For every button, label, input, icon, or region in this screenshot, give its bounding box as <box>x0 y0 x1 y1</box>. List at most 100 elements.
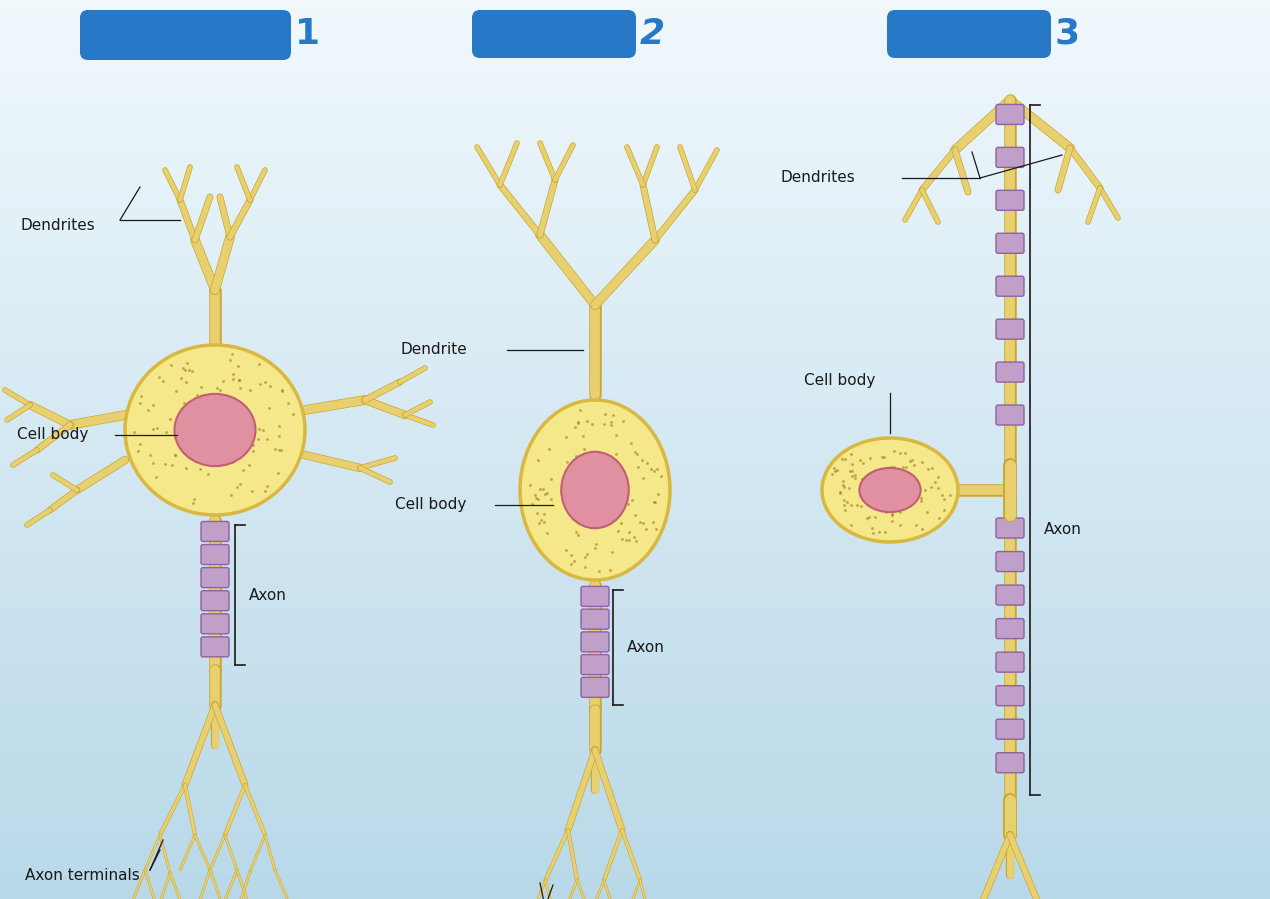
Bar <box>0 344 1270 353</box>
FancyBboxPatch shape <box>996 752 1024 773</box>
Bar <box>0 367 1270 376</box>
FancyBboxPatch shape <box>996 405 1024 425</box>
Bar <box>0 315 1270 323</box>
Text: Axon: Axon <box>627 640 665 655</box>
FancyBboxPatch shape <box>996 233 1024 254</box>
Bar <box>0 434 1270 443</box>
Bar <box>0 861 1270 870</box>
Bar <box>0 22 1270 31</box>
Bar <box>0 442 1270 450</box>
Bar <box>0 135 1270 143</box>
Bar <box>0 667 1270 675</box>
Bar <box>0 524 1270 533</box>
Bar <box>0 592 1270 601</box>
Text: Dendrites: Dendrites <box>20 218 95 233</box>
Bar <box>0 263 1270 271</box>
Bar <box>0 645 1270 653</box>
Bar <box>0 67 1270 76</box>
Bar <box>0 285 1270 293</box>
Bar <box>0 764 1270 772</box>
Bar <box>0 622 1270 630</box>
Bar <box>0 839 1270 848</box>
Text: Axon: Axon <box>249 588 287 602</box>
Bar <box>0 636 1270 645</box>
FancyBboxPatch shape <box>580 610 610 629</box>
FancyBboxPatch shape <box>201 591 229 610</box>
Bar <box>0 90 1270 98</box>
FancyBboxPatch shape <box>80 10 291 60</box>
Bar <box>0 749 1270 758</box>
Bar <box>0 157 1270 165</box>
Bar <box>0 465 1270 473</box>
Bar <box>0 479 1270 488</box>
Bar <box>0 180 1270 188</box>
FancyBboxPatch shape <box>996 552 1024 572</box>
Bar <box>0 502 1270 511</box>
Bar <box>0 45 1270 53</box>
FancyBboxPatch shape <box>580 586 610 607</box>
Bar <box>0 510 1270 518</box>
Bar <box>0 330 1270 338</box>
Text: Cell body: Cell body <box>17 428 89 442</box>
Bar <box>0 517 1270 525</box>
Bar <box>0 816 1270 825</box>
Bar <box>0 607 1270 615</box>
Text: 1: 1 <box>295 17 320 51</box>
Bar <box>0 877 1270 885</box>
Bar <box>0 254 1270 263</box>
Bar <box>0 457 1270 466</box>
Bar <box>0 614 1270 623</box>
Bar <box>0 277 1270 286</box>
Bar <box>0 307 1270 316</box>
Bar <box>0 802 1270 810</box>
Bar <box>0 532 1270 540</box>
Bar <box>0 600 1270 608</box>
FancyBboxPatch shape <box>201 567 229 588</box>
Bar <box>0 742 1270 750</box>
Bar <box>0 555 1270 563</box>
Bar <box>0 892 1270 899</box>
Bar <box>0 105 1270 113</box>
Bar <box>0 150 1270 158</box>
Bar <box>0 142 1270 151</box>
Bar <box>0 577 1270 585</box>
Text: Axon: Axon <box>1044 522 1082 538</box>
FancyBboxPatch shape <box>996 319 1024 339</box>
Bar <box>0 562 1270 570</box>
Bar <box>0 225 1270 233</box>
FancyBboxPatch shape <box>472 10 636 58</box>
Bar <box>0 202 1270 210</box>
FancyBboxPatch shape <box>201 636 229 657</box>
Bar <box>0 869 1270 877</box>
FancyBboxPatch shape <box>996 147 1024 167</box>
Bar <box>0 120 1270 129</box>
Bar <box>0 854 1270 862</box>
Bar <box>0 734 1270 743</box>
FancyBboxPatch shape <box>201 614 229 634</box>
Bar <box>0 7 1270 16</box>
Bar <box>0 824 1270 832</box>
Bar <box>0 412 1270 421</box>
Bar <box>0 382 1270 390</box>
FancyBboxPatch shape <box>886 10 1052 58</box>
Text: Dendrites: Dendrites <box>780 171 855 185</box>
Bar <box>0 472 1270 480</box>
Bar <box>0 187 1270 196</box>
FancyBboxPatch shape <box>996 276 1024 296</box>
Ellipse shape <box>860 467 921 512</box>
Bar <box>0 697 1270 705</box>
Bar <box>0 165 1270 174</box>
Bar <box>0 539 1270 547</box>
Ellipse shape <box>561 452 629 529</box>
FancyBboxPatch shape <box>996 619 1024 638</box>
Ellipse shape <box>174 394 255 466</box>
Bar <box>0 360 1270 368</box>
Bar <box>0 690 1270 698</box>
Bar <box>0 270 1270 278</box>
Bar <box>0 704 1270 713</box>
Bar <box>0 337 1270 345</box>
Bar <box>0 52 1270 61</box>
Bar <box>0 0 1270 8</box>
Ellipse shape <box>822 438 958 542</box>
Bar <box>0 681 1270 690</box>
